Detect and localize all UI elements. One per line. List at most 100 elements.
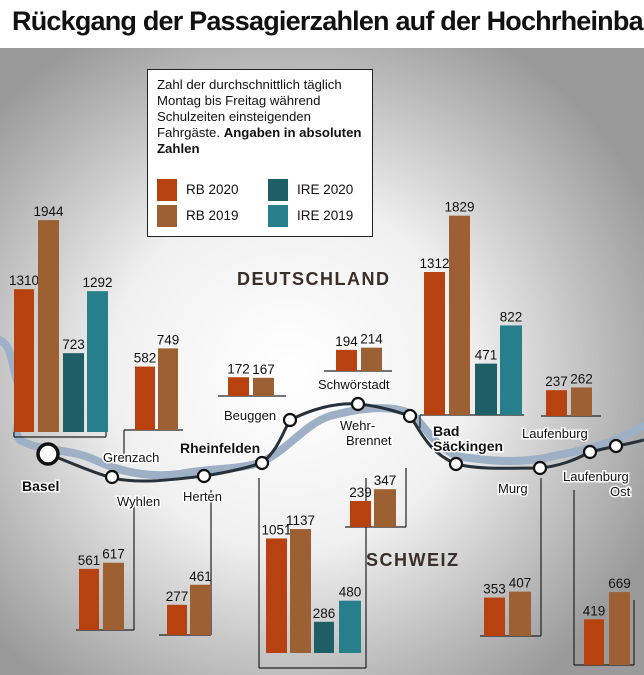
bar-label-wehr-brennet-rb-2020: 239 bbox=[349, 485, 372, 500]
bar-label-laufenburg-ost-rb-2020: 419 bbox=[583, 603, 606, 618]
bar-basel-rb-2019 bbox=[38, 220, 59, 432]
station-label-part: Murg bbox=[498, 481, 528, 496]
legend-swatch-ire-2019 bbox=[268, 205, 288, 227]
bar-label-beuggen-rb-2019: 167 bbox=[252, 362, 275, 377]
legend-note: Zahl der durchschnittlich täglich Montag… bbox=[157, 77, 369, 157]
legend-box: Zahl der durchschnittlich täglich Montag… bbox=[147, 69, 373, 237]
bar-rheinfelden-ire-2019 bbox=[339, 600, 361, 653]
station-dot-beuggen bbox=[282, 412, 298, 428]
bar-schwoerstadt-rb-2019 bbox=[361, 347, 382, 371]
station-label-part: Grenzach bbox=[103, 450, 159, 465]
bar-label-herten-rb-2019: 461 bbox=[189, 569, 212, 584]
station-label-part: Laufenburg bbox=[563, 469, 629, 484]
station-label-part: Brennet bbox=[346, 433, 392, 448]
bar-basel-ire-2020 bbox=[63, 353, 84, 432]
station-dot-basel bbox=[36, 442, 60, 466]
bar-label-laufenburg-rb-2019: 262 bbox=[570, 371, 593, 386]
station-label-wehr-brennet: Wehr-Brennet bbox=[340, 418, 392, 448]
bar-label-laufenburg-ost-rb-2019: 669 bbox=[608, 576, 631, 591]
bar-label-schwoerstadt-rb-2019: 214 bbox=[360, 332, 383, 347]
bar-label-rheinfelden-ire-2019: 480 bbox=[339, 585, 362, 600]
country-label-schweiz: SCHWEIZ bbox=[366, 550, 460, 570]
bar-label-herten-rb-2020: 277 bbox=[166, 589, 189, 604]
bar-grenzach-rb-2019 bbox=[158, 348, 178, 430]
station-dot-bad-saeckingen bbox=[448, 456, 464, 472]
station-label-bad-saeckingen: Bad Säckingen bbox=[433, 423, 503, 454]
bar-laufenburg-rb-2020 bbox=[546, 390, 567, 416]
bar-laufenburg-ost-rb-2020 bbox=[584, 619, 604, 665]
bar-label-grenzach-rb-2020: 582 bbox=[134, 351, 157, 366]
bar-rheinfelden-rb-2019 bbox=[290, 529, 311, 653]
station-dot-murg bbox=[532, 460, 548, 476]
station-dot-grenzach bbox=[104, 469, 120, 485]
station-dot-herten bbox=[196, 468, 212, 484]
bar-label-basel-rb-2019: 1944 bbox=[33, 204, 64, 219]
bar-label-bad-saeckingen-rb-2019: 1829 bbox=[444, 200, 474, 215]
bar-bad-saeckingen-ire-2019 bbox=[500, 325, 522, 415]
station-label-part: Rheinfelden bbox=[180, 440, 260, 456]
bar-label-bad-saeckingen-ire-2020: 471 bbox=[475, 348, 498, 363]
bar-label-rheinfelden-rb-2020: 1051 bbox=[261, 522, 291, 537]
bar-laufenburg-ost-rb-2019 bbox=[609, 592, 630, 665]
bar-herten-rb-2019 bbox=[190, 584, 211, 635]
bar-bad-saeckingen-rb-2019 bbox=[449, 215, 470, 415]
station-label-laufenburg-ost: Laufenburg Ost bbox=[563, 469, 631, 499]
station-dot-wehr-brennet bbox=[402, 408, 418, 424]
bar-label-bad-saeckingen-rb-2020: 1312 bbox=[419, 256, 449, 271]
station-label-herten: Herten bbox=[183, 489, 222, 504]
bar-wehr-brennet-rb-2020 bbox=[350, 500, 371, 527]
station-dot-laufenburg-ost bbox=[608, 438, 624, 454]
station-label-laufenburg: Laufenburg bbox=[522, 426, 588, 441]
bar-beuggen-rb-2019 bbox=[253, 377, 274, 396]
station-label-part: Wyhlen bbox=[117, 494, 160, 509]
bar-grenzach-rb-2020 bbox=[135, 366, 155, 430]
station-label-part: Säckingen bbox=[433, 438, 503, 454]
legend-note-text: Zahl der durchschnittlich täglich Montag… bbox=[157, 77, 342, 140]
station-label-beuggen: Beuggen bbox=[224, 408, 276, 423]
bar-beuggen-rb-2020 bbox=[228, 377, 249, 396]
station-dot-rheinfelden bbox=[254, 455, 270, 471]
station-label-rheinfelden: Rheinfelden bbox=[180, 440, 260, 456]
bar-herten-rb-2020 bbox=[167, 604, 187, 635]
bar-label-laufenburg-rb-2020: 237 bbox=[545, 374, 568, 389]
bar-label-wehr-brennet-rb-2019: 347 bbox=[374, 473, 397, 488]
bar-basel-ire-2019 bbox=[87, 291, 108, 432]
bar-label-basel-ire-2020: 723 bbox=[62, 337, 85, 352]
station-label-part: Bad bbox=[433, 423, 459, 439]
station-label-part: Basel bbox=[22, 478, 59, 494]
station-label-wyhlen: Wyhlen bbox=[117, 494, 160, 509]
bar-label-basel-ire-2019: 1292 bbox=[82, 275, 112, 290]
bar-label-murg-rb-2019: 407 bbox=[509, 576, 532, 591]
bar-label-rheinfelden-rb-2019: 1137 bbox=[286, 513, 315, 528]
legend-item-rb-2019: RB 2019 bbox=[157, 205, 239, 227]
bar-label-wyhlen-rb-2019: 617 bbox=[102, 547, 125, 562]
station-label-basel: Basel bbox=[22, 478, 59, 494]
legend-swatch-rb-2020 bbox=[157, 179, 177, 201]
legend-note-bold: Angaben in absoluten Zahlen bbox=[157, 125, 362, 156]
country-label-deutschland: DEUTSCHLAND bbox=[237, 269, 391, 289]
station-label-schwoerstadt: Schwörstadt bbox=[318, 377, 390, 392]
bar-rheinfelden-ire-2020 bbox=[314, 621, 334, 653]
bar-bad-saeckingen-ire-2020 bbox=[475, 363, 497, 415]
station-label-part: Schwörstadt bbox=[318, 377, 390, 392]
bar-label-murg-rb-2020: 353 bbox=[483, 582, 506, 597]
bar-wyhlen-rb-2020 bbox=[79, 568, 99, 630]
bar-murg-rb-2019 bbox=[509, 591, 531, 636]
station-dot-laufenburg bbox=[582, 444, 598, 460]
legend-swatch-ire-2020 bbox=[268, 179, 288, 201]
bar-label-beuggen-rb-2020: 172 bbox=[227, 361, 250, 376]
station-label-part: Beuggen bbox=[224, 408, 276, 423]
station-label-murg: Murg bbox=[498, 481, 528, 496]
bar-label-schwoerstadt-rb-2020: 194 bbox=[335, 334, 358, 349]
bar-wehr-brennet-rb-2019 bbox=[374, 489, 396, 527]
bar-schwoerstadt-rb-2020 bbox=[336, 349, 357, 371]
bar-bad-saeckingen-rb-2020 bbox=[424, 271, 445, 415]
station-label-part: Laufenburg bbox=[522, 426, 588, 441]
bar-label-bad-saeckingen-ire-2019: 822 bbox=[500, 309, 523, 324]
bar-murg-rb-2020 bbox=[484, 597, 505, 636]
legend-item-ire-2019: IRE 2019 bbox=[268, 205, 353, 227]
legend-label-ire-2020: IRE 2020 bbox=[297, 182, 354, 197]
bar-label-rheinfelden-ire-2020: 286 bbox=[313, 606, 336, 621]
legend-label-rb-2019: RB 2019 bbox=[186, 208, 239, 223]
